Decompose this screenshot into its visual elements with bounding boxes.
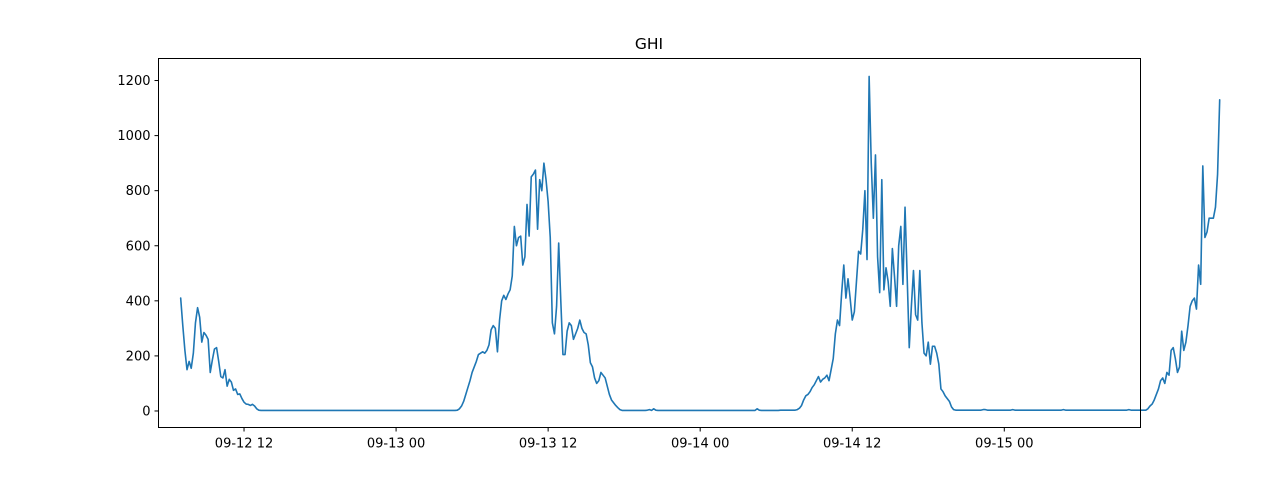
chart-title: GHI [635,35,663,53]
y-tick-label: 200 [126,349,151,364]
ghi-series-line [181,76,1220,410]
y-tick-label: 600 [126,239,151,254]
y-tick-label: 1000 [117,129,150,144]
x-tick-label: 09-14 00 [671,437,729,452]
x-tick-label: 09-14 12 [823,437,881,452]
y-tick-label: 400 [126,294,151,309]
plot-area [181,76,1220,410]
x-tick-label: 09-13 12 [519,437,577,452]
y-axis: 0 200 400 600 800 1000 1200 [117,74,158,419]
x-tick-label: 09-15 00 [975,437,1033,452]
plot-frame [159,59,1141,428]
y-tick-label: 800 [126,184,151,199]
y-tick-label: 1200 [117,74,150,89]
x-tick-label: 09-13 00 [367,437,425,452]
y-tick-label: 0 [142,404,150,419]
x-tick-label: 09-12 12 [215,437,273,452]
x-axis: 09-12 12 09-13 00 09-13 12 09-14 00 09-14 12… [215,428,1034,452]
